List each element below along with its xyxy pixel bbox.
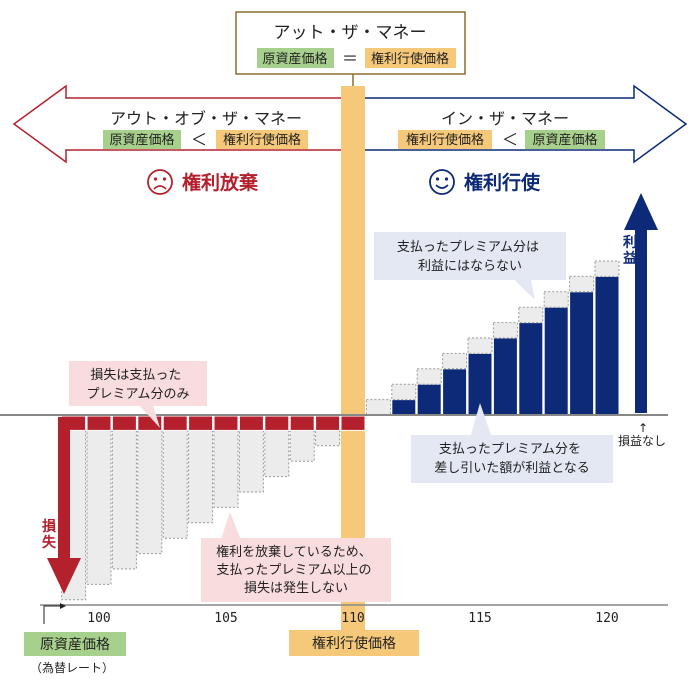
callout-loss-limited-line3: 損失は発生しない bbox=[244, 581, 348, 596]
abandon-rights-label: 権利放棄 bbox=[182, 171, 259, 194]
svg-text:損失は支払った プレミアム分のみ: 損失は支払った プレミアム分のみ bbox=[86, 368, 189, 402]
callout-loss-limited: 権利を放棄しているため、 支払ったプレミアム以上の 損失は発生しない bbox=[201, 512, 391, 602]
otm-left-tag: 原資産価格 bbox=[109, 132, 174, 148]
atm-title: アット・ザ・マネー bbox=[274, 23, 427, 43]
axis-tick-label: 110 bbox=[341, 611, 364, 626]
avoided-loss-bar bbox=[238, 429, 264, 493]
premium-cost-cell bbox=[569, 275, 595, 293]
callout-loss-limited-line1: 権利を放棄しているため、 bbox=[216, 544, 372, 560]
itm-left-tag: 権利行使価格 bbox=[406, 132, 484, 148]
premium-loss-cell bbox=[238, 415, 264, 431]
callout-profit-after-premium-line1: 支払ったプレミアム分を bbox=[439, 442, 581, 457]
avoided-loss-bar bbox=[289, 429, 315, 462]
premium-loss-cell bbox=[86, 415, 112, 431]
profit-label: 利 益 bbox=[623, 234, 642, 267]
exercise-rights-label: 権利行使 bbox=[464, 171, 541, 194]
loss-label: 損 失 bbox=[42, 518, 61, 551]
premium-loss-cell bbox=[162, 415, 188, 431]
callout-loss-limited-line2: 支払ったプレミアム以上の bbox=[216, 563, 371, 578]
profit-arrow bbox=[624, 193, 658, 413]
atm-right-tag: 権利行使価格 bbox=[371, 51, 449, 67]
net-profit-bar bbox=[492, 337, 518, 416]
premium-cost-cell bbox=[391, 383, 417, 401]
net-profit-bar bbox=[442, 368, 468, 416]
callout-premium-not-profit-line1: 支払ったプレミアム分は bbox=[397, 240, 539, 255]
premium-cost-cell bbox=[365, 399, 391, 416]
callout-loss-is-premium-line2: プレミアム分のみ bbox=[86, 387, 189, 402]
premium-loss-cell bbox=[315, 415, 341, 431]
at-the-money-box: アット・ザ・マネー 原資産価格 ＝ 権利行使価格 bbox=[235, 11, 466, 86]
strike-price-tag: 権利行使価格 bbox=[312, 635, 396, 652]
atm-left-tag: 原資産価格 bbox=[262, 51, 327, 67]
premium-loss-cell bbox=[111, 415, 137, 431]
net-profit-bar bbox=[391, 399, 417, 416]
loss-arrow bbox=[47, 417, 81, 594]
itm-operator: ＜ bbox=[502, 130, 518, 149]
premium-loss-cell bbox=[213, 415, 239, 431]
underlying-price-tag: 原資産価格 bbox=[40, 637, 110, 653]
svg-text:支払ったプレミアム分を 差し引いた額が利益となる: 支払ったプレミアム分を 差し引いた額が利益となる bbox=[434, 442, 590, 476]
happy-face-icon bbox=[429, 169, 455, 195]
axis-start-arrow bbox=[43, 605, 60, 624]
otm-operator: ＜ bbox=[191, 130, 207, 149]
out-of-the-money-arrow: アウト・オブ・ザ・マネー 原資産価格 ＜ 権利行使価格 bbox=[12, 84, 341, 164]
itm-right-tag: 原資産価格 bbox=[532, 132, 597, 148]
premium-cost-cell bbox=[518, 306, 544, 324]
premium-cost-cell bbox=[543, 291, 569, 308]
sad-face-icon bbox=[147, 169, 173, 195]
otm-right-tag: 権利行使価格 bbox=[223, 132, 301, 148]
underlying-note: （為替レート） bbox=[30, 661, 114, 675]
svg-text:権利を放棄しているため、 支払ったプレミアム以上: 権利を放棄しているため、 支払ったプレミアム以上の 損失は発生しない bbox=[216, 544, 376, 596]
callout-profit-after-premium: 支払ったプレミアム分を 差し引いた額が利益となる bbox=[411, 403, 613, 483]
callout-profit-after-premium-line2: 差し引いた額が利益となる bbox=[434, 461, 590, 476]
premium-loss-cell bbox=[264, 415, 290, 431]
premium-cost-cell bbox=[442, 352, 468, 370]
zero-arrow: ↑ bbox=[638, 421, 648, 435]
axis-tick-label: 100 bbox=[87, 611, 110, 626]
premium-loss-cell bbox=[340, 415, 366, 431]
axis-tick-label: 105 bbox=[214, 611, 237, 626]
zero-label: 損益なし bbox=[618, 433, 666, 448]
premium-cost-cell bbox=[467, 337, 493, 354]
callout-premium-not-profit-line2: 利益にはならない bbox=[418, 259, 522, 274]
net-profit-bar bbox=[518, 322, 544, 416]
avoided-loss-bar bbox=[315, 429, 341, 447]
avoided-loss-bar bbox=[137, 429, 163, 555]
avoided-loss-bar bbox=[86, 429, 112, 585]
callout-loss-is-premium: 損失は支払った プレミアム分のみ bbox=[69, 361, 207, 428]
axis-tick-label: 115 bbox=[468, 611, 491, 626]
otm-title: アウト・オブ・ザ・マネー bbox=[110, 109, 302, 128]
premium-cost-cell bbox=[492, 322, 518, 339]
axis-tick-label: 120 bbox=[595, 611, 618, 626]
net-profit-bar bbox=[594, 275, 620, 416]
net-profit-bar bbox=[569, 291, 595, 416]
avoided-loss-bar bbox=[111, 429, 137, 570]
itm-title: イン・ザ・マネー bbox=[441, 109, 569, 128]
axis-start-arrowhead bbox=[60, 603, 66, 609]
atm-operator: ＝ bbox=[342, 49, 358, 68]
premium-loss-cell bbox=[188, 415, 214, 431]
callout-loss-is-premium-line1: 損失は支払った bbox=[90, 368, 181, 383]
premium-cost-cell bbox=[416, 368, 442, 385]
payoff-bars bbox=[61, 260, 620, 601]
premium-cost-cell bbox=[594, 260, 620, 277]
net-profit-bar bbox=[543, 306, 569, 416]
avoided-loss-bar bbox=[188, 429, 214, 524]
avoided-loss-bar bbox=[264, 429, 290, 478]
premium-loss-cell bbox=[289, 415, 315, 431]
callout-premium-not-profit: 支払ったプレミアム分は 利益にはならない bbox=[374, 232, 566, 300]
avoided-loss-bar bbox=[162, 429, 188, 539]
avoided-loss-bar bbox=[213, 429, 239, 508]
in-the-money-arrow: イン・ザ・マネー 権利行使価格 ＜ 原資産価格 bbox=[365, 84, 688, 164]
net-profit-bar bbox=[416, 383, 442, 416]
axis-tick-labels: 100 105 110 115 120 bbox=[87, 611, 618, 626]
svg-text:支払ったプレミアム分は 利益にはならない: 支払ったプレミアム分は 利益にはならない bbox=[397, 240, 543, 274]
